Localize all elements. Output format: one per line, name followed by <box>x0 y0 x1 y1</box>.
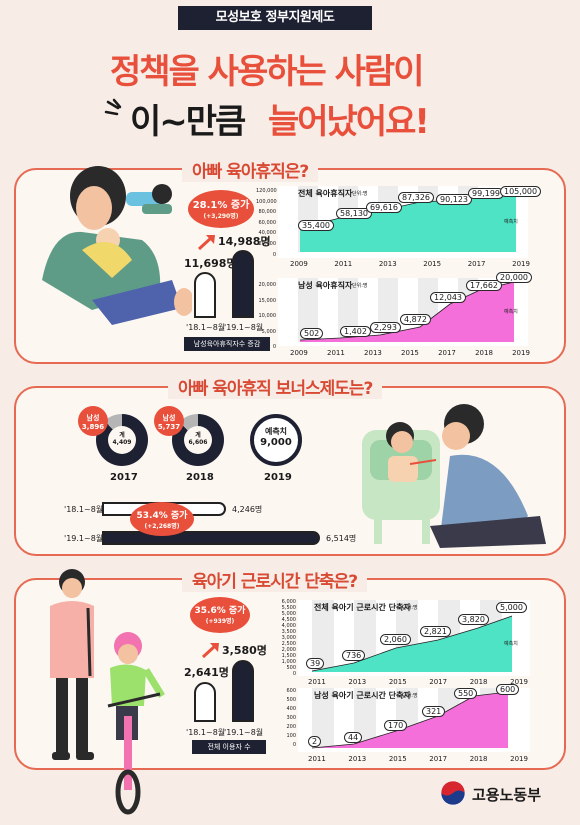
data-label: 550 <box>454 688 478 699</box>
donut-2017-year: 2017 <box>110 472 138 483</box>
bar-right-label: '19.1~8월 <box>224 728 264 737</box>
ministry-name: 고용노동부 <box>472 786 542 804</box>
donut-2018 <box>172 414 224 466</box>
donut-2017-male-bubble: 남성 3,896 <box>78 406 108 436</box>
projection-2019-circle <box>250 414 302 466</box>
hbar-2019 <box>102 531 320 545</box>
section2-title: 아빠 육아휴직 보너스제도는? <box>168 374 383 399</box>
chart-note: 예측치 <box>504 309 518 315</box>
chart-unit: 단위:명 <box>402 605 418 611</box>
chart-unit: 단위:명 <box>352 283 368 289</box>
bar-left-label: '18.1~8월 <box>186 323 226 332</box>
data-label: 69,616 <box>366 202 402 213</box>
data-label: 2,060 <box>380 634 411 645</box>
chart-male-parental-leave: 남성 육아휴직자 단위:명 502 1,402 2,293 4,872 12,0… <box>278 272 532 346</box>
chart-male-reduced-hours: 남성 육아기 근로시간 단축자 단위:명 2 44 170 321 550 60… <box>298 684 530 752</box>
bar-2018 <box>194 682 216 722</box>
data-label: 44 <box>344 732 363 743</box>
data-label: 58,130 <box>336 208 372 219</box>
data-label: 600 <box>496 684 520 695</box>
up-arrow-icon <box>201 643 219 659</box>
data-label: 502 <box>300 328 324 339</box>
data-label: 2,293 <box>370 322 401 333</box>
bar-left-value: 2,641명 <box>184 666 229 679</box>
chart-y-axis: 20,000 15,000 10,000 5,000 0 <box>258 282 277 350</box>
data-label: 17,662 <box>466 280 502 291</box>
chart-title: 전체 육아기 근로시간 단축자 <box>314 603 411 612</box>
section1-title: 아빠 육아휴직은? <box>182 157 319 182</box>
chart-title: 남성 육아휴직자 <box>298 281 353 290</box>
data-label: 2 <box>308 736 322 747</box>
chart-x-axis: 2009 2011 2013 2015 2017 2018 2019 <box>290 349 530 357</box>
hbar-bottom-label: '19.1~8월 <box>64 534 104 543</box>
chart-note: 예측치 <box>504 219 518 225</box>
data-label: 90,123 <box>436 194 472 205</box>
data-label: 321 <box>422 706 446 717</box>
hbar-top-value: 4,246명 <box>232 505 263 514</box>
mother-child-bicycle-illustration <box>50 569 165 815</box>
bar-right-label: '19.1~8월 <box>224 323 264 332</box>
chart-unit: 단위:명 <box>402 693 418 699</box>
hbar-top-label: '18.1~8월 <box>64 505 104 514</box>
data-label: 170 <box>384 720 408 731</box>
increase-bubble: 35.6% 증가 (+939명) <box>190 597 250 633</box>
government-emblem-icon <box>440 780 466 806</box>
headline-line2-b: 늘어났어요! <box>268 102 430 142</box>
chart-title: 남성 육아기 근로시간 단축자 <box>314 691 411 700</box>
chart-y-axis: 6,000 5,500 5,000 4,500 4,000 3,500 3,000 2,500… <box>281 599 296 677</box>
data-label: 87,326 <box>398 192 434 203</box>
bar-right-value: 14,988명 <box>218 235 271 248</box>
data-label: 1,402 <box>340 326 371 337</box>
data-label: 4,872 <box>400 314 431 325</box>
hbar-bottom-value: 6,514명 <box>326 534 357 543</box>
headline-line1: 정책을 사용하는 사람이 <box>110 52 424 92</box>
emphasis-lines-icon <box>104 98 122 116</box>
bar-2019 <box>232 250 254 318</box>
increase-sub: (+3,290명) <box>203 213 239 220</box>
chart-total-reduced-hours: 전체 육아기 근로시간 단축자 단위:명 39 736 2,060 2,821 … <box>298 600 530 676</box>
bar-2018 <box>194 272 216 318</box>
donut-2017-total: 계 4,409 <box>112 432 132 446</box>
increase-bubble: 28.1% 증가 (+3,290명) <box>188 190 254 228</box>
projection-2019-value: 예측치 9,000 <box>260 427 292 448</box>
chart-x-axis: 2009 2011 2013 2015 2017 2019 <box>290 260 530 268</box>
bar-right-value: 3,580명 <box>222 644 267 657</box>
bar-caption: 전체 이용자 수 <box>192 740 266 754</box>
bar-left-label: '18.1~8월 <box>186 728 226 737</box>
data-label: 12,043 <box>430 292 466 303</box>
father-feeding-baby-illustration <box>362 404 546 548</box>
section3-title: 육아기 근로시간 단축은? <box>182 567 368 592</box>
projection-2019-year: 2019 <box>264 472 292 483</box>
chart-title: 전체 육아휴직자 <box>298 189 353 198</box>
chart-y-axis: 600 500 400 300 200 100 0 <box>286 688 296 748</box>
category-tag: 모성보호 정부지원제도 <box>178 6 372 30</box>
chart-y-axis: 120,000 100,000 80,000 60,000 40,000 20,000 0 <box>256 188 277 258</box>
increase-bubble: 53.4% 증가 (+2,268명) <box>130 502 194 536</box>
up-arrow-icon <box>197 235 215 251</box>
data-label: 105,000 <box>500 186 542 197</box>
bar-caption: 남성육아휴직자수 증감 <box>184 337 270 351</box>
data-label: 35,400 <box>298 220 334 231</box>
data-label: 3,820 <box>458 614 489 625</box>
father-with-babies-illustration <box>42 166 192 325</box>
chart-note: 예측치 <box>504 641 518 647</box>
increase-pct: 28.1% 증가 <box>192 200 250 211</box>
data-label: 39 <box>306 658 325 669</box>
data-label: 2,821 <box>420 626 451 637</box>
data-label: 5,000 <box>496 602 527 613</box>
headline-line2-a: 이~만큼 <box>130 102 246 142</box>
donut-2018-male-bubble: 남성 5,737 <box>154 406 184 436</box>
donut-2018-year: 2018 <box>186 472 214 483</box>
chart-unit: 단위:명 <box>352 191 368 197</box>
data-label: 99,199 <box>468 188 504 199</box>
data-label: 20,000 <box>496 272 532 283</box>
chart-x-axis: 2011 2013 2015 2017 2018 2019 <box>308 678 528 686</box>
bar-left-value: 11,698명 <box>184 257 237 270</box>
chart-x-axis: 2011 2013 2015 2017 2018 2019 <box>308 755 528 763</box>
bar-2019 <box>232 660 254 722</box>
donut-2018-total: 계 6,606 <box>188 432 208 446</box>
data-label: 736 <box>342 650 366 661</box>
chart-total-parental-leave: 전체 육아휴직자 단위:명 35,400 58,130 69,616 87,32… <box>278 186 542 258</box>
